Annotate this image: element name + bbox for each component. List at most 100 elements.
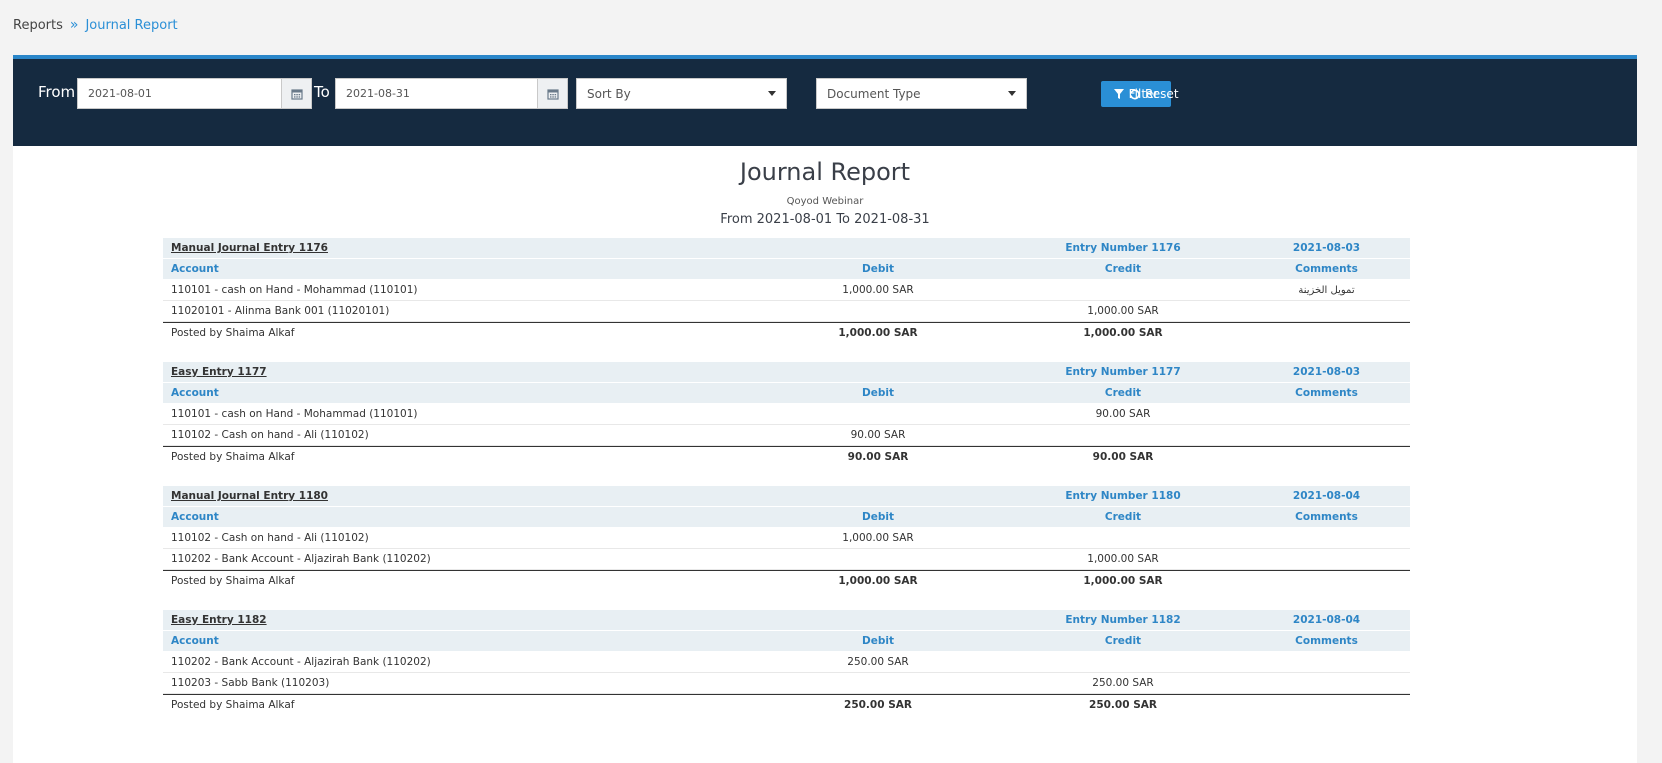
journal-line-row: 110101 - cash on Hand - Mohammad (110101… xyxy=(163,280,1410,301)
line-credit: 1,000.00 SAR xyxy=(1087,553,1159,565)
filter-bar: From 2021-08-01 To 2021-08-31 Sort By Do… xyxy=(13,55,1637,146)
entry-title-link[interactable]: Manual Journal Entry 1176 xyxy=(171,242,328,254)
posted-by: Posted by Shaima Alkaf xyxy=(171,450,295,463)
total-credit: 250.00 SAR xyxy=(1089,698,1157,711)
column-debit: Debit xyxy=(862,511,894,523)
total-credit: 1,000.00 SAR xyxy=(1083,574,1163,587)
journal-line-row: 110202 - Bank Account - Aljazirah Bank (… xyxy=(163,652,1410,673)
column-debit: Debit xyxy=(862,387,894,399)
column-account: Account xyxy=(171,387,219,399)
column-account: Account xyxy=(171,263,219,275)
entry-number: Entry Number 1180 xyxy=(1065,490,1181,502)
entry-number: Entry Number 1177 xyxy=(1065,366,1181,378)
entry-total-row: Posted by Shaima Alkaf 90.00 SAR 90.00 S… xyxy=(163,446,1410,466)
reset-button[interactable]: Reset xyxy=(1129,81,1179,107)
breadcrumb-reports-link[interactable]: Reports xyxy=(13,17,63,33)
column-credit: Credit xyxy=(1104,387,1142,399)
column-comments: Comments xyxy=(1295,263,1358,275)
filter-icon xyxy=(1113,89,1124,99)
column-comments: Comments xyxy=(1295,387,1358,399)
from-date-value[interactable]: 2021-08-01 xyxy=(88,87,152,100)
total-debit: 1,000.00 SAR xyxy=(838,326,918,339)
journal-line-row: 110102 - Cash on hand - Ali (110102) 1,0… xyxy=(163,528,1410,549)
report-title: Journal Report xyxy=(739,158,911,186)
entry-date: 2021-08-03 xyxy=(1292,242,1361,254)
journal-entry: Manual Journal Entry 1176 Entry Number 1… xyxy=(163,238,1410,342)
journal-entry: Manual Journal Entry 1180 Entry Number 1… xyxy=(163,486,1410,590)
from-label: From xyxy=(38,83,76,101)
total-debit: 90.00 SAR xyxy=(847,450,909,463)
from-date-field[interactable]: 2021-08-01 xyxy=(77,78,312,109)
column-credit: Credit xyxy=(1104,263,1142,275)
entry-date: 2021-08-03 xyxy=(1292,366,1361,378)
document-type-placeholder: Document Type xyxy=(827,86,921,101)
journal-line-row: 110101 - cash on Hand - Mohammad (110101… xyxy=(163,404,1410,425)
to-date-field[interactable]: 2021-08-31 xyxy=(335,78,568,109)
line-account: 110102 - Cash on hand - Ali (110102) xyxy=(171,532,369,544)
to-date-value[interactable]: 2021-08-31 xyxy=(346,87,410,100)
breadcrumb-current[interactable]: Journal Report xyxy=(85,17,178,33)
posted-by: Posted by Shaima Alkaf xyxy=(171,574,295,587)
entry-columns-row: Account Debit Credit Comments xyxy=(163,259,1410,280)
entry-header-row: Easy Entry 1177 Entry Number 1177 2021-0… xyxy=(163,362,1410,383)
journal-line-row: 11020101 - Alinma Bank 001 (11020101) 1,… xyxy=(163,301,1410,322)
total-credit: 1,000.00 SAR xyxy=(1083,326,1163,339)
line-account: 110202 - Bank Account - Aljazirah Bank (… xyxy=(171,656,431,668)
line-account: 110202 - Bank Account - Aljazirah Bank (… xyxy=(171,553,431,565)
report-company: Qoyod Webinar xyxy=(786,196,864,207)
line-account: 110203 - Sabb Bank (110203) xyxy=(171,677,330,689)
column-comments: Comments xyxy=(1295,511,1358,523)
entry-number: Entry Number 1176 xyxy=(1065,242,1181,254)
entry-title-link[interactable]: Easy Entry 1177 xyxy=(171,366,267,378)
entry-columns-row: Account Debit Credit Comments xyxy=(163,631,1410,652)
entry-date: 2021-08-04 xyxy=(1292,490,1361,502)
entry-total-row: Posted by Shaima Alkaf 1,000.00 SAR 1,00… xyxy=(163,322,1410,342)
journal-entry: Easy Entry 1177 Entry Number 1177 2021-0… xyxy=(163,362,1410,466)
reset-button-label: Reset xyxy=(1145,87,1179,101)
entry-number: Entry Number 1182 xyxy=(1065,614,1181,626)
entry-header-row: Manual Journal Entry 1180 Entry Number 1… xyxy=(163,486,1410,507)
line-credit: 250.00 SAR xyxy=(1092,677,1154,689)
entry-header-row: Easy Entry 1182 Entry Number 1182 2021-0… xyxy=(163,610,1410,631)
entry-title-link[interactable]: Easy Entry 1182 xyxy=(171,614,267,626)
line-account: 110101 - cash on Hand - Mohammad (110101… xyxy=(171,284,418,296)
journal-line-row: 110102 - Cash on hand - Ali (110102) 90.… xyxy=(163,425,1410,446)
line-account: 110101 - cash on Hand - Mohammad (110101… xyxy=(171,408,418,420)
line-debit: 90.00 SAR xyxy=(850,429,906,441)
total-debit: 1,000.00 SAR xyxy=(838,574,918,587)
line-credit: 1,000.00 SAR xyxy=(1087,305,1159,317)
total-credit: 90.00 SAR xyxy=(1092,450,1154,463)
entry-columns-row: Account Debit Credit Comments xyxy=(163,383,1410,404)
column-comments: Comments xyxy=(1295,635,1358,647)
column-account: Account xyxy=(171,635,219,647)
breadcrumb: Reports » Journal Report xyxy=(13,17,178,33)
line-credit: 90.00 SAR xyxy=(1095,408,1151,420)
posted-by: Posted by Shaima Alkaf xyxy=(171,698,295,711)
chevron-down-icon xyxy=(768,91,776,96)
column-debit: Debit xyxy=(862,635,894,647)
reset-icon xyxy=(1129,89,1140,99)
entry-header-row: Manual Journal Entry 1176 Entry Number 1… xyxy=(163,238,1410,259)
document-type-select[interactable]: Document Type xyxy=(816,78,1027,109)
line-comment: تمويل الخزينة xyxy=(1298,284,1355,296)
entry-title-link[interactable]: Manual Journal Entry 1180 xyxy=(171,490,328,502)
journal-line-row: 110202 - Bank Account - Aljazirah Bank (… xyxy=(163,549,1410,570)
journal-entries: Manual Journal Entry 1176 Entry Number 1… xyxy=(163,238,1410,734)
report-panel: From 2021-08-01 To 2021-08-31 Sort By Do… xyxy=(13,55,1637,763)
sort-by-select[interactable]: Sort By xyxy=(576,78,787,109)
journal-line-row: 110203 - Sabb Bank (110203) 250.00 SAR xyxy=(163,673,1410,694)
calendar-icon[interactable] xyxy=(537,79,567,108)
column-credit: Credit xyxy=(1104,635,1142,647)
report-date-range: From 2021-08-01 To 2021-08-31 xyxy=(720,212,930,227)
line-debit: 250.00 SAR xyxy=(847,656,909,668)
column-account: Account xyxy=(171,511,219,523)
calendar-icon[interactable] xyxy=(281,79,311,108)
line-account: 110102 - Cash on hand - Ali (110102) xyxy=(171,429,369,441)
journal-entry: Easy Entry 1182 Entry Number 1182 2021-0… xyxy=(163,610,1410,714)
chevron-down-icon xyxy=(1008,91,1016,96)
sort-by-placeholder: Sort By xyxy=(587,86,631,101)
entry-columns-row: Account Debit Credit Comments xyxy=(163,507,1410,528)
column-debit: Debit xyxy=(862,263,894,275)
posted-by: Posted by Shaima Alkaf xyxy=(171,326,295,339)
entry-date: 2021-08-04 xyxy=(1292,614,1361,626)
